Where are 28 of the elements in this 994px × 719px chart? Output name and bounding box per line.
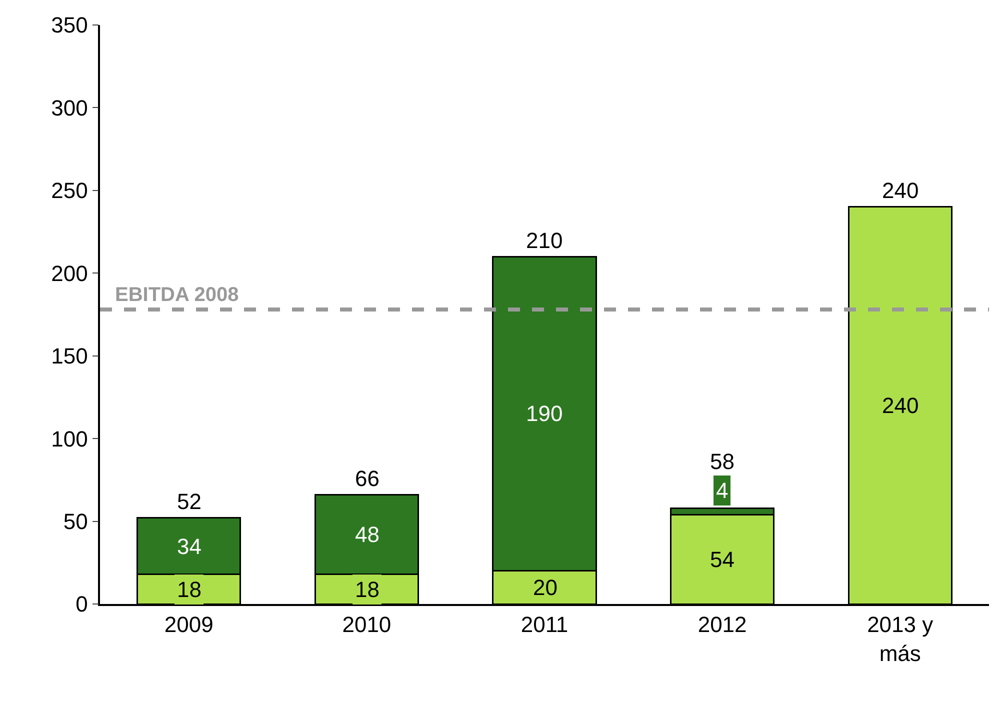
y-tick-label: 350: [51, 12, 88, 38]
total-label: 240: [882, 178, 919, 203]
x-tick-label: 2013 y más: [867, 612, 934, 666]
data-label: 48: [355, 522, 380, 547]
data-label: 54: [710, 547, 734, 572]
data-label: 190: [526, 401, 563, 426]
ref-line-label: EBITDA 2008: [115, 284, 239, 306]
data-label: 34: [177, 534, 202, 559]
data-label: 240: [882, 393, 919, 418]
y-tick-label: 50: [63, 508, 88, 534]
total-label: 52: [177, 489, 202, 514]
y-tick-label: 200: [51, 260, 88, 286]
y-tick-label: 0: [76, 592, 88, 617]
y-tick-label: 100: [51, 426, 88, 452]
y-tick-label: 300: [51, 95, 88, 120]
x-tick-label: 2010: [342, 612, 392, 638]
data-label: 18: [177, 577, 202, 602]
x-tick-label: 2009: [164, 612, 214, 638]
y-tick-label: 150: [51, 344, 88, 369]
y-tick-label: 250: [51, 178, 88, 204]
x-tick-label: 2011: [520, 612, 568, 638]
data-label: 18: [355, 577, 380, 602]
data-label: 4: [716, 478, 728, 503]
data-label: 20: [533, 575, 558, 600]
total-label: 58: [710, 449, 734, 474]
x-tick-label: 2012: [698, 612, 747, 638]
total-label: 210: [526, 228, 563, 253]
total-label: 66: [355, 466, 380, 491]
